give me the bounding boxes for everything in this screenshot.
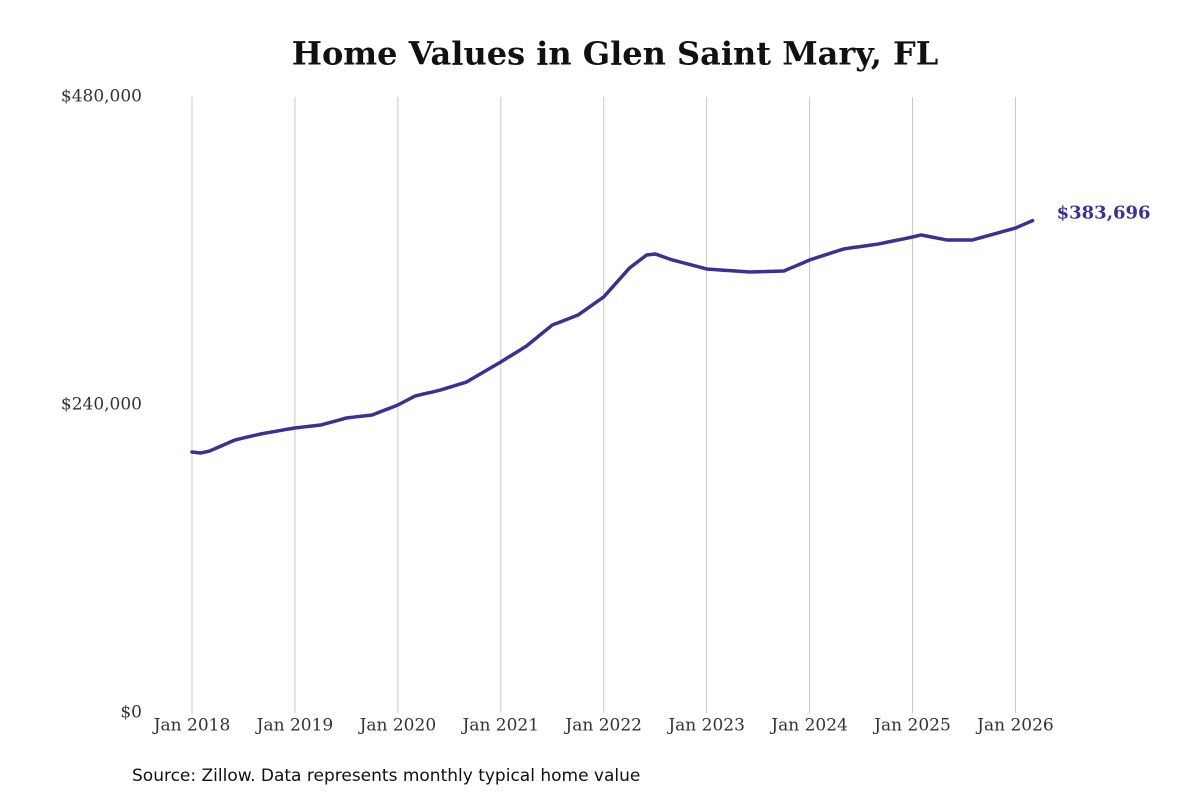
x-tick-label: Jan 2019 <box>255 716 334 736</box>
x-tick-label: Jan 2026 <box>975 716 1054 736</box>
source-note: Source: Zillow. Data represents monthly … <box>132 766 640 786</box>
chart-title: Home Values in Glen Saint Mary, FL <box>292 35 939 73</box>
y-tick-label: $480,000 <box>61 87 142 107</box>
x-tick-label: Jan 2020 <box>358 716 437 736</box>
y-tick-label: $240,000 <box>61 395 142 415</box>
x-tick-label: Jan 2021 <box>461 716 540 736</box>
value-label: $383,696 <box>1057 203 1151 224</box>
line <box>190 218 1035 455</box>
x-tick-label: Jan 2018 <box>152 716 231 736</box>
x-tick-label: Jan 2024 <box>769 716 848 736</box>
x-tick-label: Jan 2022 <box>563 716 642 736</box>
x-tick-label: Jan 2023 <box>666 716 745 736</box>
y-tick-label: $0 <box>120 703 142 723</box>
x-tick-label: Jan 2025 <box>872 716 951 736</box>
